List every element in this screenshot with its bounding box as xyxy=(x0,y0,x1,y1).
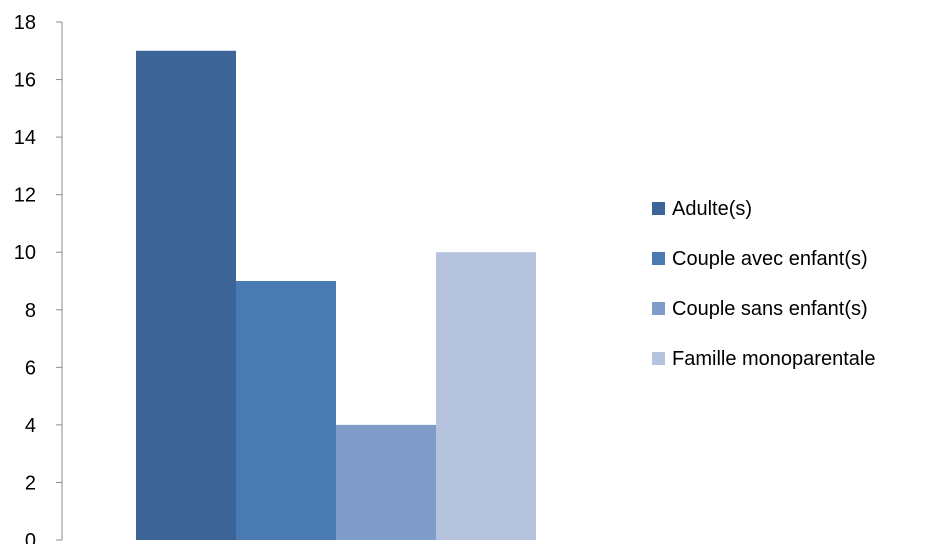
y-tick-label: 14 xyxy=(14,127,36,149)
y-tick-label: 12 xyxy=(14,185,36,207)
bar-3 xyxy=(336,424,436,540)
bars xyxy=(136,50,536,541)
legend-label: Couple sans enfant(s) xyxy=(672,298,868,320)
bar-2 xyxy=(236,281,336,540)
y-tick-label: 18 xyxy=(14,12,36,34)
y-tick-label: 16 xyxy=(14,70,36,92)
legend-swatch xyxy=(652,302,665,315)
legend: Adulte(s) Couple avec enfant(s) Couple san… xyxy=(652,198,875,370)
y-tick-label: 4 xyxy=(25,415,36,437)
legend-label: Adulte(s) xyxy=(672,198,752,220)
y-tick-label: 0 xyxy=(25,530,36,544)
legend-swatch xyxy=(652,352,665,365)
legend-label: Famille monoparentale xyxy=(672,348,875,370)
legend-swatch xyxy=(652,202,665,215)
legend-label: Couple avec enfant(s) xyxy=(672,248,868,270)
y-axis: 0 2 4 6 8 10 12 14 16 18 xyxy=(14,12,63,544)
y-tick-label: 2 xyxy=(25,472,36,494)
y-tick-label: 8 xyxy=(25,300,36,322)
legend-swatch xyxy=(652,252,665,265)
bar-4 xyxy=(436,252,536,540)
y-tick-label: 6 xyxy=(25,357,36,379)
y-tick-label: 10 xyxy=(14,242,36,264)
bar-1 xyxy=(136,50,236,541)
